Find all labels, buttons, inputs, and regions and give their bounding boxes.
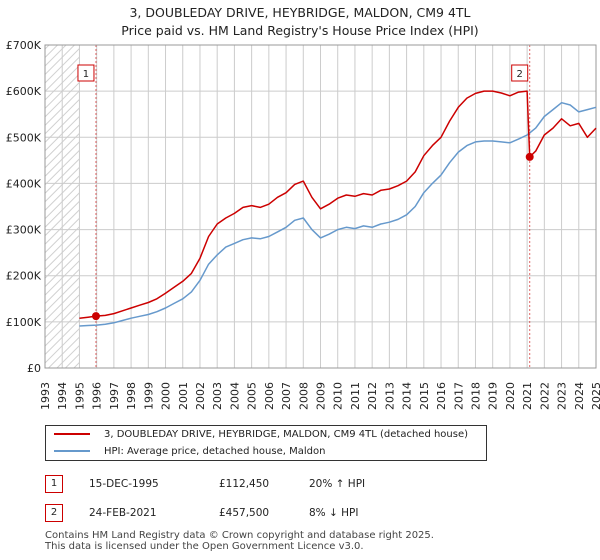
x-tick-label-2000: 2000 — [160, 382, 173, 410]
legend-label-hpi: HPI: Average price, detached house, Mald… — [104, 446, 326, 457]
x-tick-label-1996: 1996 — [91, 382, 104, 410]
x-tick-label-2008: 2008 — [297, 382, 310, 410]
x-tick-label-2021: 2021 — [521, 382, 534, 410]
y-tick-label-4: £400K — [6, 177, 42, 190]
x-tick-label-2002: 2002 — [194, 382, 207, 410]
sale-box-label-2: 2 — [517, 69, 523, 80]
x-tick-label-1995: 1995 — [73, 382, 86, 410]
y-tick-label-0: £0 — [27, 362, 41, 375]
sale-hpi-1: 20% ↑ HPI — [309, 478, 366, 490]
property-price-line — [79, 90, 597, 319]
sale-box-1 — [77, 64, 95, 82]
x-tick-label-2022: 2022 — [538, 382, 551, 410]
sale-marker-2: 2 — [45, 504, 63, 522]
x-tick-label-2013: 2013 — [383, 382, 396, 410]
legend-item-hpi: HPI: Average price, detached house, Mald… — [54, 444, 325, 460]
x-tick-label-2001: 2001 — [177, 382, 190, 410]
legend-item-property: 3, DOUBLEDAY DRIVE, HEYBRIDGE, MALDON, C… — [54, 427, 468, 443]
x-tick-label-2007: 2007 — [280, 382, 293, 410]
footer-copyright: Contains HM Land Registry data © Crown c… — [45, 530, 434, 552]
chart-title: 3, DOUBLEDAY DRIVE, HEYBRIDGE, MALDON, C… — [129, 5, 471, 20]
legend: 3, DOUBLEDAY DRIVE, HEYBRIDGE, MALDON, C… — [45, 425, 487, 461]
x-tick-label-2006: 2006 — [263, 382, 276, 410]
y-tick-label-3: £300K — [6, 224, 42, 237]
x-tick-label-2012: 2012 — [366, 382, 379, 410]
x-tick-label-2017: 2017 — [452, 382, 465, 410]
chart-title-block: 3, DOUBLEDAY DRIVE, HEYBRIDGE, MALDON, C… — [0, 4, 600, 40]
x-tick-label-1997: 1997 — [108, 382, 121, 410]
x-tick-label-2020: 2020 — [504, 382, 517, 410]
plot-border — [44, 44, 597, 369]
x-tick-label-2009: 2009 — [315, 382, 328, 410]
legend-line-hpi — [54, 450, 90, 452]
sale-box-label-1: 1 — [83, 69, 89, 80]
y-tick-label-7: £700K — [6, 39, 42, 52]
x-tick-label-2003: 2003 — [211, 382, 224, 410]
sale-point-2 — [525, 152, 534, 161]
y-tick-label-1: £100K — [6, 316, 42, 329]
sale-marker-1: 1 — [45, 475, 63, 493]
x-tick-label-2025: 2025 — [590, 382, 600, 410]
x-tick-label-2011: 2011 — [349, 382, 362, 410]
sale-price-1: £112,450 — [219, 478, 270, 490]
x-tick-label-1998: 1998 — [125, 382, 138, 410]
x-tick-label-2024: 2024 — [573, 382, 586, 410]
hpi-line — [79, 101, 597, 327]
sale-date-1: 15-DEC-1995 — [89, 478, 159, 490]
sale-box-2 — [511, 64, 529, 82]
y-tick-label-5: £500K — [6, 131, 42, 144]
x-tick-label-2019: 2019 — [487, 382, 500, 410]
x-tick-label-1994: 1994 — [56, 382, 69, 410]
x-tick-label-2018: 2018 — [469, 382, 482, 410]
chart-subtitle: Price paid vs. HM Land Registry's House … — [121, 23, 479, 38]
x-tick-label-2010: 2010 — [332, 382, 345, 410]
x-tick-label-2014: 2014 — [401, 382, 414, 410]
y-tick-label-6: £600K — [6, 85, 42, 98]
x-tick-label-2016: 2016 — [435, 382, 448, 410]
y-tick-label-2: £200K — [6, 270, 42, 283]
legend-label-property: 3, DOUBLEDAY DRIVE, HEYBRIDGE, MALDON, C… — [104, 429, 469, 440]
x-tick-label-1999: 1999 — [142, 382, 155, 410]
legend-line-property — [54, 433, 90, 435]
sale-price-2: £457,500 — [219, 507, 270, 519]
x-tick-label-2023: 2023 — [556, 382, 569, 410]
sale-hpi-2: 8% ↓ HPI — [309, 507, 359, 519]
x-tick-label-2015: 2015 — [418, 382, 431, 410]
sale-point-1 — [91, 312, 100, 321]
x-tick-label-2005: 2005 — [246, 382, 259, 410]
x-tick-label-2004: 2004 — [228, 382, 241, 410]
price-chart: 1 2 £0 £100K £200K £300K £400K £500K £600K £700K 1… — [6, 39, 600, 410]
x-tick-label-1993: 1993 — [39, 382, 52, 410]
sale-date-2: 24-FEB-2021 — [89, 507, 157, 519]
